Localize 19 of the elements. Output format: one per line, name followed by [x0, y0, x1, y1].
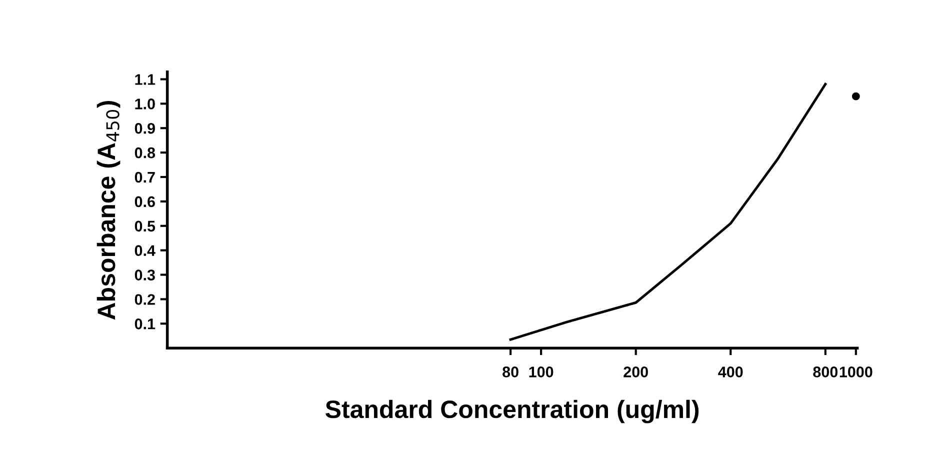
x-tick-label: 80: [502, 366, 518, 378]
y-tick-label: 0.2: [134, 294, 155, 305]
y-tick-label: 0.5: [134, 220, 156, 232]
y-axis-title: Absorbance (A$_{450}$): [96, 101, 120, 320]
y-tick-label: 0.9: [134, 122, 155, 134]
y-tick-label: 1.1: [135, 74, 156, 85]
x-tick-label: 800: [813, 366, 838, 378]
x-axis-title: Standard Concentration (ug/ml): [326, 400, 699, 424]
y-tick-label: 0.6: [134, 196, 155, 208]
y-tick-label: 1.0: [135, 98, 155, 110]
x-tick-label: 200: [624, 366, 648, 378]
x-tick-label: 400: [718, 366, 743, 378]
x-tick-label: 1000: [840, 366, 872, 378]
y-tick-label: 0.7: [134, 172, 155, 183]
y-tick-label: 0.4: [134, 245, 156, 256]
y-tick-label: 0.8: [134, 147, 156, 158]
x-tick-label: 100: [529, 366, 554, 378]
y-tick-label: 0.1: [134, 318, 156, 330]
y-tick-label: 0.3: [134, 270, 155, 280]
